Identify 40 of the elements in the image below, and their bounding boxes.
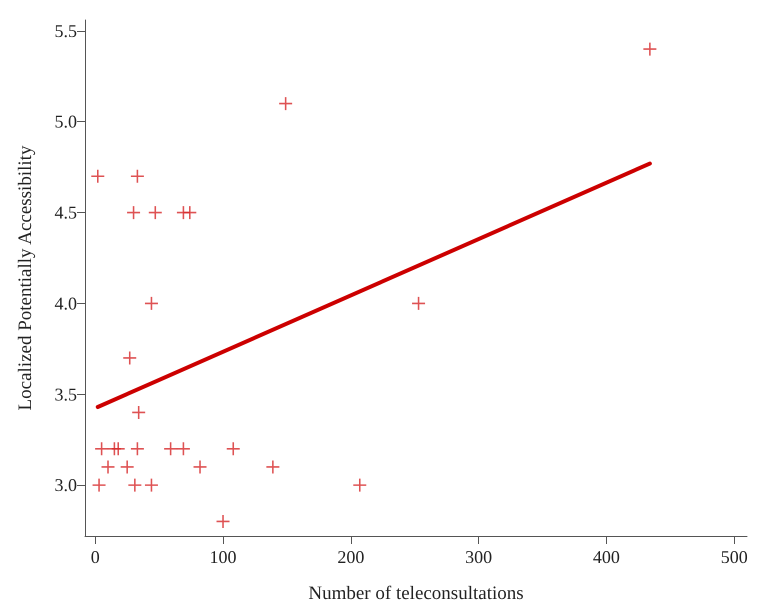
x-tick-label: 300 [465, 547, 492, 567]
point [92, 478, 106, 492]
point [164, 442, 178, 456]
point [123, 351, 136, 364]
point [266, 460, 280, 474]
point [144, 296, 158, 310]
point [353, 478, 366, 492]
point [128, 478, 142, 492]
x-tick-label: 200 [337, 547, 364, 567]
point [132, 406, 146, 419]
point [176, 442, 190, 456]
y-tick-label: 5.5 [54, 20, 77, 41]
point [148, 206, 162, 220]
x-tick-label: 100 [210, 547, 237, 567]
x-tick-label: 400 [592, 547, 620, 567]
point [216, 514, 230, 528]
x-tick-label: 500 [720, 547, 748, 567]
point [130, 170, 144, 183]
point [120, 460, 134, 474]
point [95, 442, 108, 456]
point [643, 42, 656, 56]
point [279, 97, 292, 110]
point [130, 442, 144, 456]
point [112, 442, 125, 456]
point [144, 478, 158, 492]
y-tick-label: 5.0 [54, 112, 77, 132]
point [91, 170, 104, 183]
point [226, 442, 240, 456]
point [102, 460, 115, 474]
point [412, 296, 426, 310]
x-axis-title: Number of teleconsultations [308, 583, 524, 604]
y-tick-label: 3.0 [54, 475, 77, 496]
y-axis-title: Localized Potentially Accessibility [15, 145, 36, 410]
y-tick-label: 3.5 [54, 384, 77, 404]
x-tick-label: 0 [90, 547, 100, 567]
point [183, 206, 196, 220]
y-tick-label: 4.0 [54, 293, 77, 314]
point [194, 460, 207, 474]
point [127, 206, 140, 220]
y-tick-label: 4.5 [54, 202, 77, 223]
